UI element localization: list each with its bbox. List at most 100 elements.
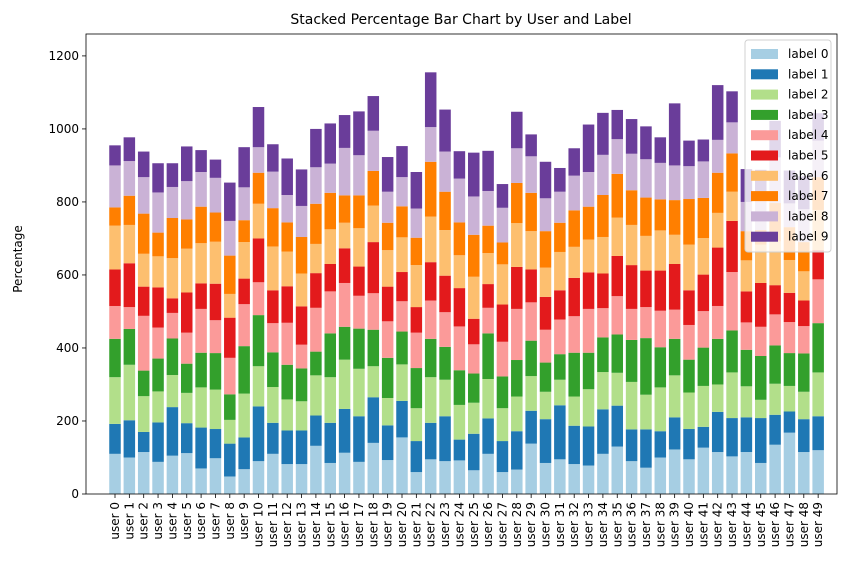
- bar-segment-user-26-label-7: [482, 225, 494, 254]
- bar-segment-user-9-label-6: [238, 242, 250, 279]
- bar-segment-user-25-label-3: [468, 373, 480, 403]
- bar-segment-user-17-label-2: [353, 368, 365, 417]
- chart-title: Stacked Percentage Bar Chart by User and…: [290, 12, 631, 28]
- bar-segment-user-10-label-8: [252, 147, 265, 173]
- bar-segment-user-29-label-9: [525, 134, 537, 157]
- bar-segment-user-43-label-8: [726, 122, 738, 154]
- bar-segment-user-28-label-1: [511, 431, 523, 470]
- bar-segment-user-46-label-4: [769, 314, 781, 346]
- bar-segment-user-17-label-8: [353, 155, 365, 196]
- x-tick-label: user 10: [252, 502, 266, 547]
- bar-segment-user-14-label-4: [310, 307, 322, 352]
- bar-segment-user-44-label-4: [740, 322, 753, 350]
- x-tick-label: user 40: [682, 502, 696, 547]
- bar-segment-user-47-label-4: [783, 322, 796, 354]
- bar-segment-user-10-label-1: [252, 406, 265, 462]
- bar-segment-user-12-label-0: [281, 464, 293, 494]
- bar-segment-user-19-label-9: [381, 157, 394, 192]
- bar-segment-user-23-label-4: [439, 312, 451, 347]
- bar-segment-user-31-label-7: [554, 222, 566, 252]
- bar-segment-user-39-label-2: [668, 375, 681, 418]
- bar-segment-user-18-label-0: [367, 442, 380, 494]
- bar-segment-user-4-label-4: [166, 312, 179, 339]
- bar-segment-user-42-label-7: [711, 172, 724, 213]
- bar-segment-user-40-label-9: [683, 140, 695, 167]
- bar-segment-user-23-label-3: [439, 346, 451, 380]
- bar-segment-user-22-label-9: [424, 72, 437, 128]
- bar-segment-user-48-label-6: [798, 271, 810, 301]
- bar-segment-user-28-label-3: [511, 360, 523, 397]
- bar-segment-user-3-label-9: [152, 163, 164, 193]
- bar-segment-user-48-label-7: [798, 242, 810, 272]
- bar-segment-user-37-label-1: [640, 429, 652, 468]
- bar-segment-user-49-label-2: [812, 372, 824, 417]
- bar-segment-user-14-label-2: [310, 375, 322, 416]
- bar-segment-user-5-label-1: [181, 423, 193, 454]
- bar-segment-user-26-label-5: [482, 284, 494, 308]
- bar-segment-user-27-label-9: [496, 184, 509, 208]
- bar-segment-user-29-label-0: [525, 443, 537, 494]
- bar-segment-user-11-label-8: [267, 171, 279, 209]
- bar-segment-user-31-label-0: [554, 459, 566, 494]
- bar-segment-user-44-label-6: [740, 260, 753, 292]
- x-tick-label: user 24: [452, 502, 466, 547]
- y-tick-label: 800: [56, 195, 79, 209]
- bar-segment-user-22-label-4: [424, 300, 437, 339]
- bar-segment-user-42-label-5: [711, 247, 724, 306]
- bar-segment-user-7-label-5: [209, 283, 222, 321]
- bar-segment-user-33-label-6: [582, 239, 595, 273]
- bar-segment-user-31-label-1: [554, 405, 566, 460]
- x-tick-label: user 31: [553, 502, 567, 547]
- bar-segment-user-43-label-4: [726, 272, 738, 331]
- bar-segment-user-42-label-9: [711, 85, 724, 140]
- bar-segment-user-11-label-3: [267, 352, 279, 388]
- x-tick-label: user 4: [165, 502, 179, 540]
- x-tick-label: user 0: [108, 502, 122, 540]
- bar-segment-user-18-label-1: [367, 397, 380, 443]
- bar-segment-user-42-label-8: [711, 139, 724, 173]
- bar-segment-user-8-label-4: [224, 357, 236, 395]
- bar-segment-user-30-label-4: [539, 329, 552, 363]
- bar-segment-user-7-label-1: [209, 429, 222, 459]
- bar-segment-user-35-label-7: [611, 173, 623, 218]
- bar-segment-user-1-label-9: [123, 137, 136, 162]
- bar-segment-user-29-label-5: [525, 269, 537, 303]
- legend-label-label-0: label 0: [788, 47, 828, 61]
- bar-segment-user-34-label-6: [597, 236, 609, 274]
- bar-segment-user-32-label-0: [568, 464, 580, 494]
- bar-segment-user-2-label-6: [137, 253, 150, 287]
- x-tick-label: user 44: [739, 502, 753, 547]
- bar-segment-user-26-label-9: [482, 150, 494, 191]
- bar-segment-user-0-label-2: [109, 377, 121, 424]
- bar-segment-user-4-label-1: [166, 407, 179, 456]
- bar-segment-user-23-label-0: [439, 461, 451, 494]
- bar-segment-user-13-label-8: [295, 205, 308, 237]
- bar-segment-user-14-label-6: [310, 243, 322, 274]
- bar-segment-user-19-label-2: [381, 397, 394, 426]
- bar-segment-user-6-label-0: [195, 468, 207, 494]
- y-tick-label: 0: [71, 487, 79, 501]
- bar-segment-user-38-label-4: [654, 310, 667, 348]
- bar-segment-user-37-label-3: [640, 338, 652, 395]
- bar-segment-user-17-label-1: [353, 416, 365, 462]
- bar-segment-user-49-label-4: [812, 279, 824, 324]
- x-tick-label: user 3: [151, 502, 165, 540]
- bar-segment-user-21-label-2: [410, 408, 423, 442]
- bar-segment-user-18-label-4: [367, 293, 380, 330]
- x-tick-label: user 38: [653, 502, 667, 547]
- bar-segment-user-22-label-7: [424, 161, 437, 217]
- bar-segment-user-4-label-8: [166, 186, 179, 218]
- bar-segment-user-32-label-7: [568, 210, 580, 247]
- bar-segment-user-25-label-9: [468, 152, 480, 197]
- bar-segment-user-32-label-1: [568, 425, 580, 465]
- bar-segment-user-7-label-3: [209, 353, 222, 390]
- bar-segment-user-47-label-2: [783, 385, 796, 412]
- bar-segment-user-44-label-5: [740, 291, 753, 323]
- bar-segment-user-36-label-9: [625, 119, 638, 154]
- bar-segment-user-36-label-0: [625, 461, 638, 494]
- legend-swatch-label-1: [751, 69, 778, 80]
- bar-segment-user-27-label-2: [496, 408, 509, 442]
- bar-segment-user-25-label-8: [468, 196, 480, 235]
- bar-segment-user-21-label-1: [410, 441, 423, 473]
- bar-segment-user-26-label-6: [482, 253, 494, 285]
